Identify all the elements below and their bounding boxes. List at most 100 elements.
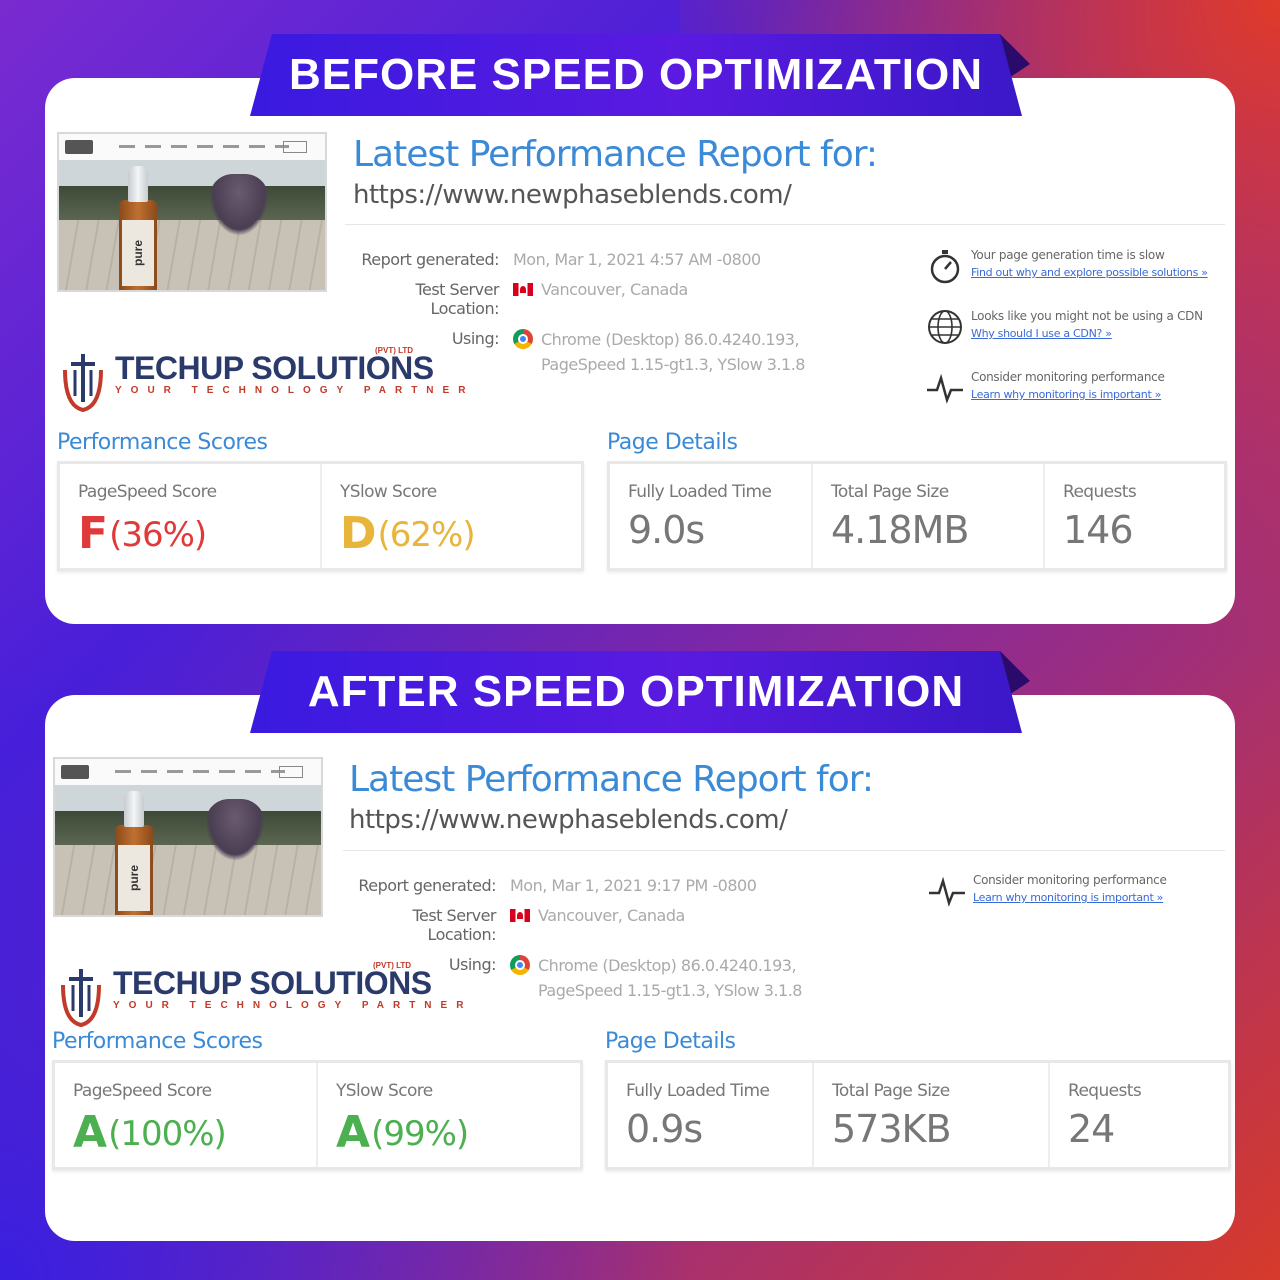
pagespeed-grade: A bbox=[73, 1107, 107, 1158]
page-details-box: Fully Loaded Time 9.0s Total Page Size 4… bbox=[607, 461, 1227, 571]
performance-scores-title: Performance Scores bbox=[57, 430, 268, 455]
page-size-cell: Total Page Size 4.18MB bbox=[813, 464, 1045, 568]
pulse-icon bbox=[929, 876, 965, 907]
tip-link[interactable]: Learn why monitoring is important » bbox=[971, 388, 1162, 401]
tip-item: Consider monitoring performance Learn why… bbox=[927, 871, 1227, 932]
requests-label: Requests bbox=[1068, 1081, 1142, 1101]
report-title: Latest Performance Report for: bbox=[353, 134, 878, 175]
yslow-score-cell: YSlow Score A(99%) bbox=[318, 1063, 580, 1167]
brand-logo: TECHUP SOLUTIONS YOUR TECHNOLOGY PARTNER … bbox=[53, 961, 473, 1031]
tip-text: Consider monitoring performance bbox=[973, 873, 1167, 887]
report-url[interactable]: https://www.newphaseblends.com/ bbox=[349, 805, 788, 835]
page-details-title: Page Details bbox=[605, 1029, 736, 1054]
stopwatch-icon bbox=[930, 250, 960, 284]
chrome-icon bbox=[513, 329, 533, 349]
page-size-cell: Total Page Size 573KB bbox=[814, 1063, 1050, 1167]
yslow-score-cell: YSlow Score D(62%) bbox=[322, 464, 581, 568]
brand-name: TECHUP SOLUTIONS bbox=[115, 350, 434, 386]
globe-icon bbox=[928, 310, 962, 344]
pagespeed-label: PageSpeed Score bbox=[73, 1081, 212, 1101]
report-url[interactable]: https://www.newphaseblends.com/ bbox=[353, 180, 792, 210]
generated-value: Mon, Mar 1, 2021 4:57 AM -0800 bbox=[513, 250, 761, 269]
divider bbox=[343, 850, 1225, 851]
performance-scores-box: PageSpeed Score F(36%) YSlow Score D(62%… bbox=[57, 461, 584, 571]
generated-value: Mon, Mar 1, 2021 9:17 PM -0800 bbox=[510, 876, 757, 895]
report-meta: Report generated: Mon, Mar 1, 2021 9:17 P… bbox=[342, 876, 862, 1011]
yslow-percent: (62%) bbox=[377, 515, 476, 555]
site-thumbnail: pure bbox=[57, 132, 327, 292]
tips-list: Consider monitoring performance Learn why… bbox=[927, 871, 1227, 932]
tips-list: Your page generation time is slow Find ou… bbox=[925, 246, 1225, 429]
location-value: Vancouver, Canada bbox=[541, 280, 688, 299]
site-thumbnail: pure bbox=[53, 757, 323, 917]
using-value-2: PageSpeed 1.15-gt1.3, YSlow 3.1.8 bbox=[541, 355, 805, 374]
tip-link[interactable]: Find out why and explore possible soluti… bbox=[971, 266, 1208, 279]
loaded-time-value: 9.0s bbox=[628, 508, 705, 552]
yslow-label: YSlow Score bbox=[336, 1081, 433, 1101]
requests-value: 24 bbox=[1068, 1107, 1115, 1151]
after-report-panel: pure Latest Performance Report for: http… bbox=[45, 695, 1235, 1241]
page-size-value: 4.18MB bbox=[831, 508, 969, 552]
location-label: Test Server Location: bbox=[412, 906, 496, 944]
loaded-time-cell: Fully Loaded Time 9.0s bbox=[610, 464, 813, 568]
brand-tagline: YOUR TECHNOLOGY PARTNER bbox=[115, 385, 475, 396]
yslow-label: YSlow Score bbox=[340, 482, 437, 502]
location-value: Vancouver, Canada bbox=[538, 906, 685, 925]
page-size-label: Total Page Size bbox=[832, 1081, 950, 1101]
report-title: Latest Performance Report for: bbox=[349, 759, 874, 800]
using-label: Using: bbox=[448, 955, 497, 974]
pulse-icon bbox=[927, 373, 963, 404]
pagespeed-label: PageSpeed Score bbox=[78, 482, 217, 502]
tip-link[interactable]: Why should I use a CDN? » bbox=[971, 327, 1112, 340]
tip-link[interactable]: Learn why monitoring is important » bbox=[973, 891, 1164, 904]
loaded-time-label: Fully Loaded Time bbox=[626, 1081, 770, 1101]
pagespeed-score-cell: PageSpeed Score A(100%) bbox=[55, 1063, 318, 1167]
requests-cell: Requests 146 bbox=[1045, 464, 1224, 568]
techup-logo-icon bbox=[61, 969, 101, 1028]
tip-item: Consider monitoring performance Learn why… bbox=[925, 368, 1225, 429]
tip-text: Looks like you might not be using a CDN bbox=[971, 309, 1203, 323]
loaded-time-value: 0.9s bbox=[626, 1107, 703, 1151]
tip-text: Consider monitoring performance bbox=[971, 370, 1165, 384]
performance-scores-box: PageSpeed Score A(100%) YSlow Score A(99… bbox=[52, 1060, 583, 1170]
brand-suffix: (PVT) LTD bbox=[373, 961, 412, 970]
tip-item: Your page generation time is slow Find ou… bbox=[925, 246, 1225, 307]
chrome-icon bbox=[510, 955, 530, 975]
tip-item: Looks like you might not be using a CDN W… bbox=[925, 307, 1225, 368]
report-meta: Report generated: Mon, Mar 1, 2021 4:57 A… bbox=[345, 250, 865, 385]
page-size-label: Total Page Size bbox=[831, 482, 949, 502]
pagespeed-percent: (100%) bbox=[108, 1114, 227, 1154]
before-banner: BEFORE SPEED OPTIMIZATION bbox=[250, 34, 1022, 116]
yslow-grade: D bbox=[340, 508, 377, 559]
tip-text: Your page generation time is slow bbox=[971, 248, 1165, 262]
generated-label: Report generated: bbox=[361, 250, 499, 269]
brand-logo: TECHUP SOLUTIONS YOUR TECHNOLOGY PARTNER … bbox=[55, 346, 475, 416]
brand-suffix: (PVT) LTD bbox=[375, 346, 414, 355]
page-details-title: Page Details bbox=[607, 430, 738, 455]
canada-flag-icon bbox=[510, 909, 530, 922]
divider bbox=[345, 224, 1225, 225]
page-details-box: Fully Loaded Time 0.9s Total Page Size 5… bbox=[605, 1060, 1231, 1170]
techup-logo-icon bbox=[63, 354, 103, 413]
requests-value: 146 bbox=[1063, 508, 1134, 552]
yslow-grade: A bbox=[336, 1107, 370, 1158]
requests-cell: Requests 24 bbox=[1050, 1063, 1228, 1167]
requests-label: Requests bbox=[1063, 482, 1137, 502]
brand-tagline: YOUR TECHNOLOGY PARTNER bbox=[113, 1000, 473, 1011]
loaded-time-cell: Fully Loaded Time 0.9s bbox=[608, 1063, 814, 1167]
bottle-label: pure bbox=[130, 239, 145, 267]
canada-flag-icon bbox=[513, 283, 533, 296]
generated-label: Report generated: bbox=[358, 876, 496, 895]
using-value-1: Chrome (Desktop) 86.0.4240.193, bbox=[541, 330, 800, 349]
pagespeed-grade: F bbox=[78, 508, 108, 559]
loaded-time-label: Fully Loaded Time bbox=[628, 482, 772, 502]
performance-scores-title: Performance Scores bbox=[52, 1029, 263, 1054]
using-value-2: PageSpeed 1.15-gt1.3, YSlow 3.1.8 bbox=[538, 981, 802, 1000]
location-label: Test Server Location: bbox=[415, 280, 499, 318]
pagespeed-percent: (36%) bbox=[109, 515, 207, 555]
yslow-percent: (99%) bbox=[371, 1114, 469, 1154]
brand-name: TECHUP SOLUTIONS bbox=[113, 965, 432, 1001]
before-report-panel: pure Latest Performance Report for: http… bbox=[45, 78, 1235, 624]
page-size-value: 573KB bbox=[832, 1107, 952, 1151]
using-value-1: Chrome (Desktop) 86.0.4240.193, bbox=[538, 956, 797, 975]
